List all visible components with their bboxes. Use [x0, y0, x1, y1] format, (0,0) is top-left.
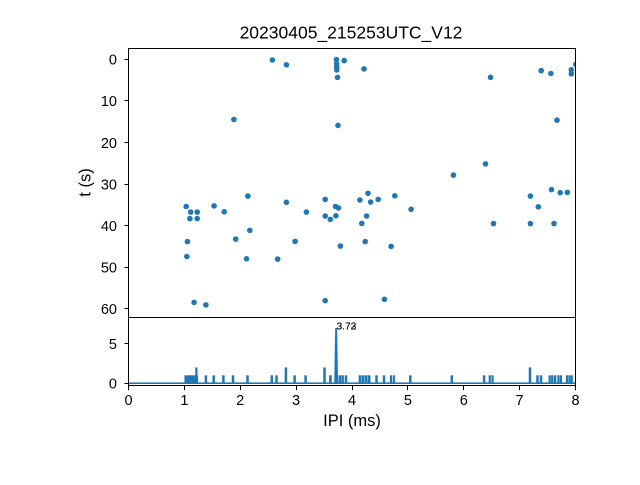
- svg-text:3.73: 3.73: [337, 322, 357, 333]
- svg-text:20: 20: [101, 136, 117, 152]
- svg-text:10: 10: [101, 94, 117, 110]
- svg-text:5: 5: [109, 337, 117, 353]
- svg-text:3: 3: [292, 393, 300, 409]
- svg-text:6: 6: [460, 393, 468, 409]
- svg-text:7: 7: [516, 393, 524, 409]
- svg-text:0: 0: [109, 376, 117, 392]
- svg-text:IPI (ms): IPI (ms): [323, 412, 381, 430]
- svg-text:20230405_215253UTC_V12: 20230405_215253UTC_V12: [240, 22, 463, 43]
- svg-text:30: 30: [101, 177, 117, 193]
- svg-text:t (s): t (s): [77, 168, 95, 196]
- svg-text:0: 0: [109, 53, 117, 69]
- svg-text:5: 5: [404, 393, 412, 409]
- svg-text:2: 2: [236, 393, 244, 409]
- svg-text:60: 60: [101, 302, 117, 318]
- svg-text:3.72: 3.72: [337, 322, 357, 333]
- svg-text:8: 8: [571, 393, 579, 409]
- svg-text:1: 1: [180, 393, 188, 409]
- svg-text:0: 0: [124, 393, 132, 409]
- svg-text:40: 40: [101, 219, 117, 235]
- svg-text:50: 50: [101, 261, 117, 277]
- svg-text:4: 4: [348, 393, 356, 409]
